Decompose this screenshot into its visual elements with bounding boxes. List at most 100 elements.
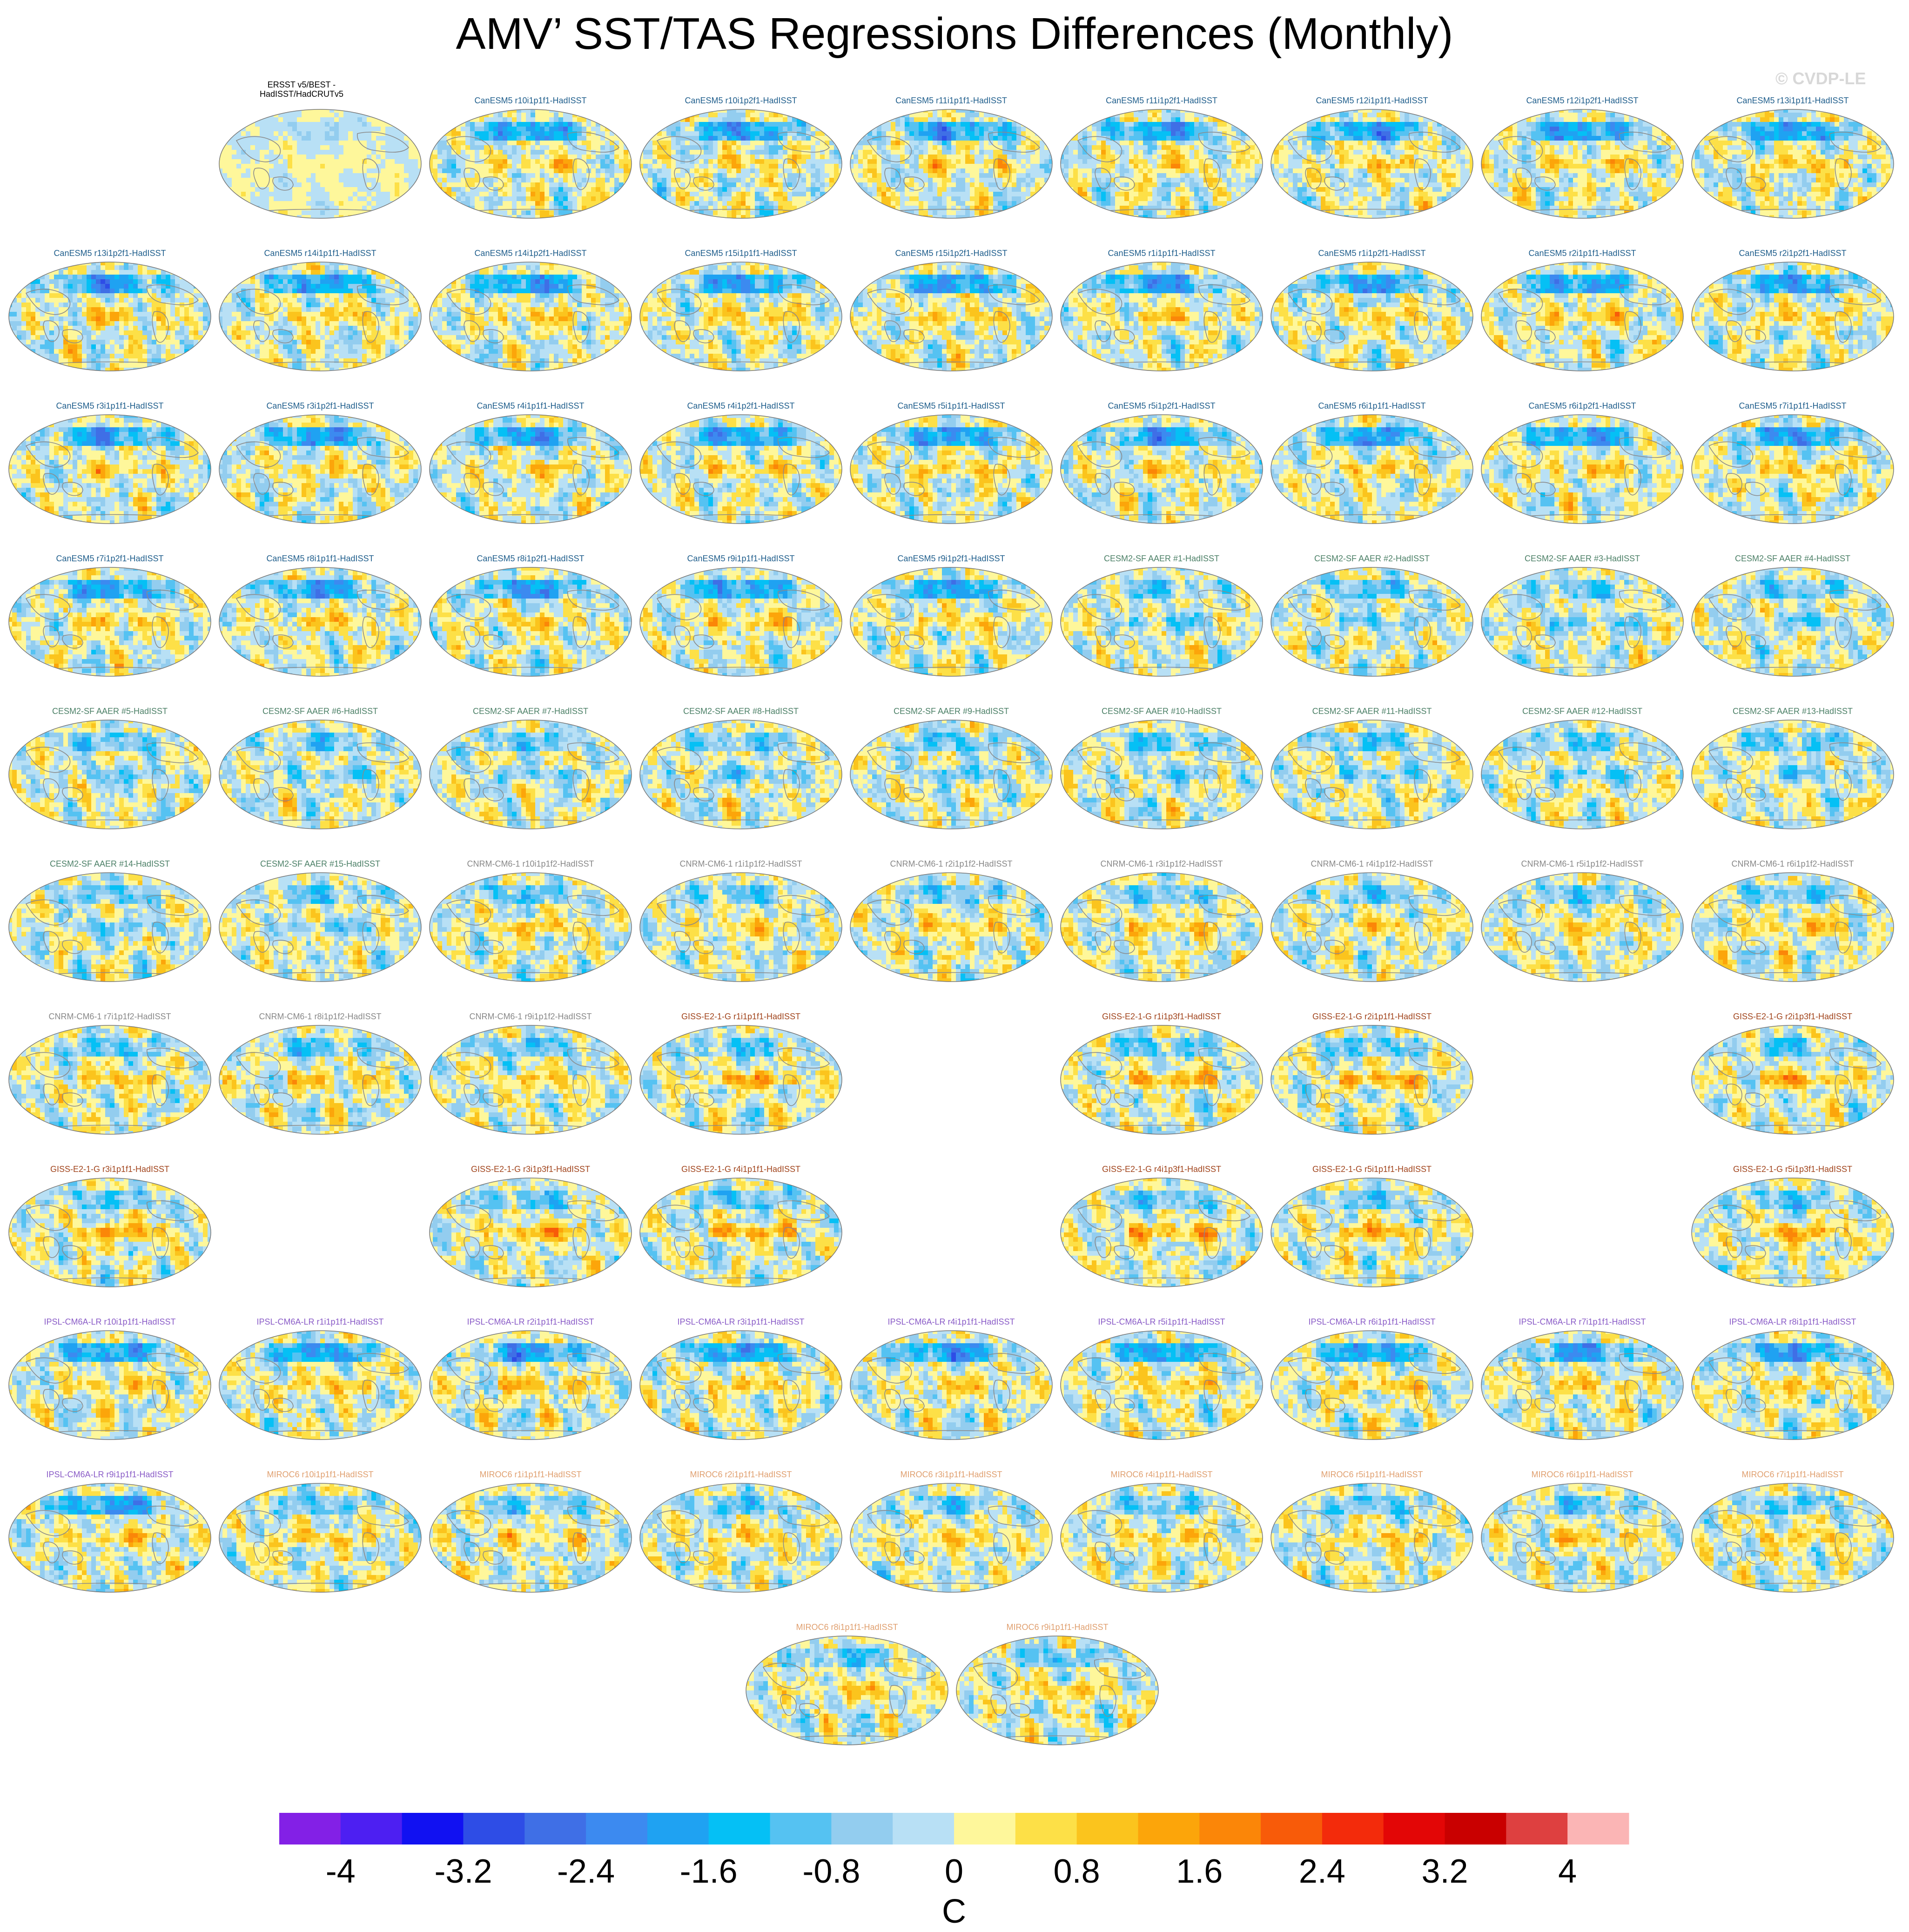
colorbar-bin bbox=[586, 1813, 647, 1844]
map-panel: CNRM-CM6-1 r3i1p1f2-HadISST bbox=[1059, 859, 1264, 985]
map-panel: GISS-E2-1-G r5i1p3f1-HadISST bbox=[1690, 1165, 1895, 1290]
map-panel: GISS-E2-1-G r4i1p1f1-HadISST bbox=[639, 1165, 843, 1290]
map-panel: CanESM5 r8i1p2f1-HadISST bbox=[428, 554, 633, 680]
panel-map bbox=[7, 261, 212, 372]
colorbar-bin bbox=[831, 1813, 893, 1844]
panel-title: CanESM5 r8i1p1f1-HadISST bbox=[218, 554, 423, 563]
panel-title: IPSL-CM6A-LR r8i1p1f1-HadISST bbox=[1690, 1317, 1895, 1326]
panel-map bbox=[1690, 566, 1895, 678]
panel-map bbox=[639, 413, 843, 525]
panel-map bbox=[1059, 1482, 1264, 1594]
panel-title: MIROC6 r6i1p1f1-HadISST bbox=[1480, 1470, 1685, 1479]
map-panel: MIROC6 r1i1p1f1-HadISST bbox=[428, 1470, 633, 1595]
map-panel: IPSL-CM6A-LR r8i1p1f1-HadISST bbox=[1690, 1317, 1895, 1443]
panel-map bbox=[7, 719, 212, 830]
panel-title: IPSL-CM6A-LR r6i1p1f1-HadISST bbox=[1270, 1317, 1474, 1326]
panel-map bbox=[1059, 566, 1264, 678]
colorbar-bin bbox=[1199, 1813, 1261, 1844]
panel-title: CESM2-SF AAER #15-HadISST bbox=[218, 859, 423, 868]
panel-map bbox=[1690, 261, 1895, 372]
panel-map bbox=[428, 413, 633, 525]
panel-title: GISS-E2-1-G r5i1p1f1-HadISST bbox=[1270, 1165, 1474, 1174]
panel-map bbox=[218, 719, 423, 830]
panel-map bbox=[849, 261, 1054, 372]
panel-title: GISS-E2-1-G r3i1p3f1-HadISST bbox=[428, 1165, 633, 1174]
map-panel: MIROC6 r5i1p1f1-HadISST bbox=[1270, 1470, 1474, 1595]
panel-map bbox=[1270, 1482, 1474, 1594]
panel-title: CanESM5 r3i1p1f1-HadISST bbox=[7, 401, 212, 411]
panel-map bbox=[1270, 566, 1474, 678]
panel-title: CESM2-SF AAER #10-HadISST bbox=[1059, 707, 1264, 716]
colorbar-bin bbox=[1015, 1813, 1077, 1844]
map-panel: CanESM5 r11i1p2f1-HadISST bbox=[1059, 96, 1264, 222]
panel-title: CNRM-CM6-1 r8i1p1f2-HadISST bbox=[218, 1012, 423, 1021]
panel-map bbox=[1270, 719, 1474, 830]
panel-title: GISS-E2-1-G r5i1p3f1-HadISST bbox=[1690, 1165, 1895, 1174]
colorbar-bin bbox=[1261, 1813, 1322, 1844]
panel-map bbox=[428, 1024, 633, 1136]
panel-title: IPSL-CM6A-LR r5i1p1f1-HadISST bbox=[1059, 1317, 1264, 1326]
panel-map bbox=[1270, 108, 1474, 220]
panel-title: CanESM5 r14i1p1f1-HadISST bbox=[218, 249, 423, 258]
colorbar-tick-label: 1.6 bbox=[1176, 1853, 1223, 1890]
panel-map bbox=[955, 1635, 1160, 1746]
panel-title: GISS-E2-1-G r4i1p3f1-HadISST bbox=[1059, 1165, 1264, 1174]
panel-map bbox=[7, 1329, 212, 1441]
panel-title: CNRM-CM6-1 r2i1p1f2-HadISST bbox=[849, 859, 1054, 868]
panel-map bbox=[1480, 108, 1685, 220]
panel-title: IPSL-CM6A-LR r7i1p1f1-HadISST bbox=[1480, 1317, 1685, 1326]
panel-map bbox=[639, 261, 843, 372]
map-panel: CanESM5 r12i1p1f1-HadISST bbox=[1270, 96, 1474, 222]
panel-title: CanESM5 r8i1p2f1-HadISST bbox=[428, 554, 633, 563]
panel-map bbox=[1480, 1329, 1685, 1441]
panel-title: MIROC6 r5i1p1f1-HadISST bbox=[1270, 1470, 1474, 1479]
panel-map bbox=[7, 1177, 212, 1288]
panel-map bbox=[218, 871, 423, 983]
map-panel: CanESM5 r11i1p1f1-HadISST bbox=[849, 96, 1054, 222]
panel-title: CESM2-SF AAER #6-HadISST bbox=[218, 707, 423, 716]
panel-title: IPSL-CM6A-LR r2i1p1f1-HadISST bbox=[428, 1317, 633, 1326]
map-panel: IPSL-CM6A-LR r1i1p1f1-HadISST bbox=[218, 1317, 423, 1443]
map-panel: GISS-E2-1-G r1i1p1f1-HadISST bbox=[639, 1012, 843, 1138]
colorbar-tick-label: 2.4 bbox=[1299, 1853, 1345, 1890]
panel-map bbox=[218, 1329, 423, 1441]
colorbar-tick-label: 3.2 bbox=[1421, 1853, 1468, 1890]
map-panel: CanESM5 r2i1p2f1-HadISST bbox=[1690, 249, 1895, 374]
panel-map bbox=[1690, 719, 1895, 830]
panel-title: CanESM5 r12i1p1f1-HadISST bbox=[1270, 96, 1474, 105]
panel-title: CNRM-CM6-1 r1i1p1f2-HadISST bbox=[639, 859, 843, 868]
panel-title: CESM2-SF AAER #3-HadISST bbox=[1480, 554, 1685, 563]
panel-map bbox=[849, 871, 1054, 983]
panel-map bbox=[1059, 413, 1264, 525]
panel-map bbox=[428, 261, 633, 372]
panel-map bbox=[428, 719, 633, 830]
map-panel: GISS-E2-1-G r2i1p3f1-HadISST bbox=[1690, 1012, 1895, 1138]
colorbar-tick-label: -4 bbox=[326, 1853, 356, 1890]
map-panel: MIROC6 r4i1p1f1-HadISST bbox=[1059, 1470, 1264, 1595]
map-panel: MIROC6 r2i1p1f1-HadISST bbox=[639, 1470, 843, 1595]
map-panel: CanESM5 r4i1p2f1-HadISST bbox=[639, 401, 843, 527]
panel-map bbox=[849, 566, 1054, 678]
colorbar-bin bbox=[647, 1813, 709, 1844]
panel-title: MIROC6 r8i1p1f1-HadISST bbox=[745, 1622, 949, 1632]
map-panel: CNRM-CM6-1 r8i1p1f2-HadISST bbox=[218, 1012, 423, 1138]
panel-title: CanESM5 r9i1p2f1-HadISST bbox=[849, 554, 1054, 563]
map-panel: CESM2-SF AAER #15-HadISST bbox=[218, 859, 423, 985]
map-panel: IPSL-CM6A-LR r3i1p1f1-HadISST bbox=[639, 1317, 843, 1443]
panel-map bbox=[1690, 871, 1895, 983]
panel-map bbox=[849, 1329, 1054, 1441]
panel-title: CanESM5 r6i1p2f1-HadISST bbox=[1480, 401, 1685, 411]
panel-map bbox=[428, 871, 633, 983]
map-panel: CNRM-CM6-1 r9i1p1f2-HadISST bbox=[428, 1012, 633, 1138]
colorbar-bin bbox=[279, 1813, 341, 1844]
map-panel: CanESM5 r15i1p1f1-HadISST bbox=[639, 249, 843, 374]
panel-title: CanESM5 r1i1p2f1-HadISST bbox=[1270, 249, 1474, 258]
colorbar-bin bbox=[1445, 1813, 1506, 1844]
panel-map bbox=[1690, 1329, 1895, 1441]
map-panel: CanESM5 r13i1p2f1-HadISST bbox=[7, 249, 212, 374]
map-panel: IPSL-CM6A-LR r6i1p1f1-HadISST bbox=[1270, 1317, 1474, 1443]
panel-title: MIROC6 r10i1p1f1-HadISST bbox=[218, 1470, 423, 1479]
panel-map bbox=[7, 1482, 212, 1594]
panel-map bbox=[1270, 413, 1474, 525]
map-panel: CESM2-SF AAER #14-HadISST bbox=[7, 859, 212, 985]
